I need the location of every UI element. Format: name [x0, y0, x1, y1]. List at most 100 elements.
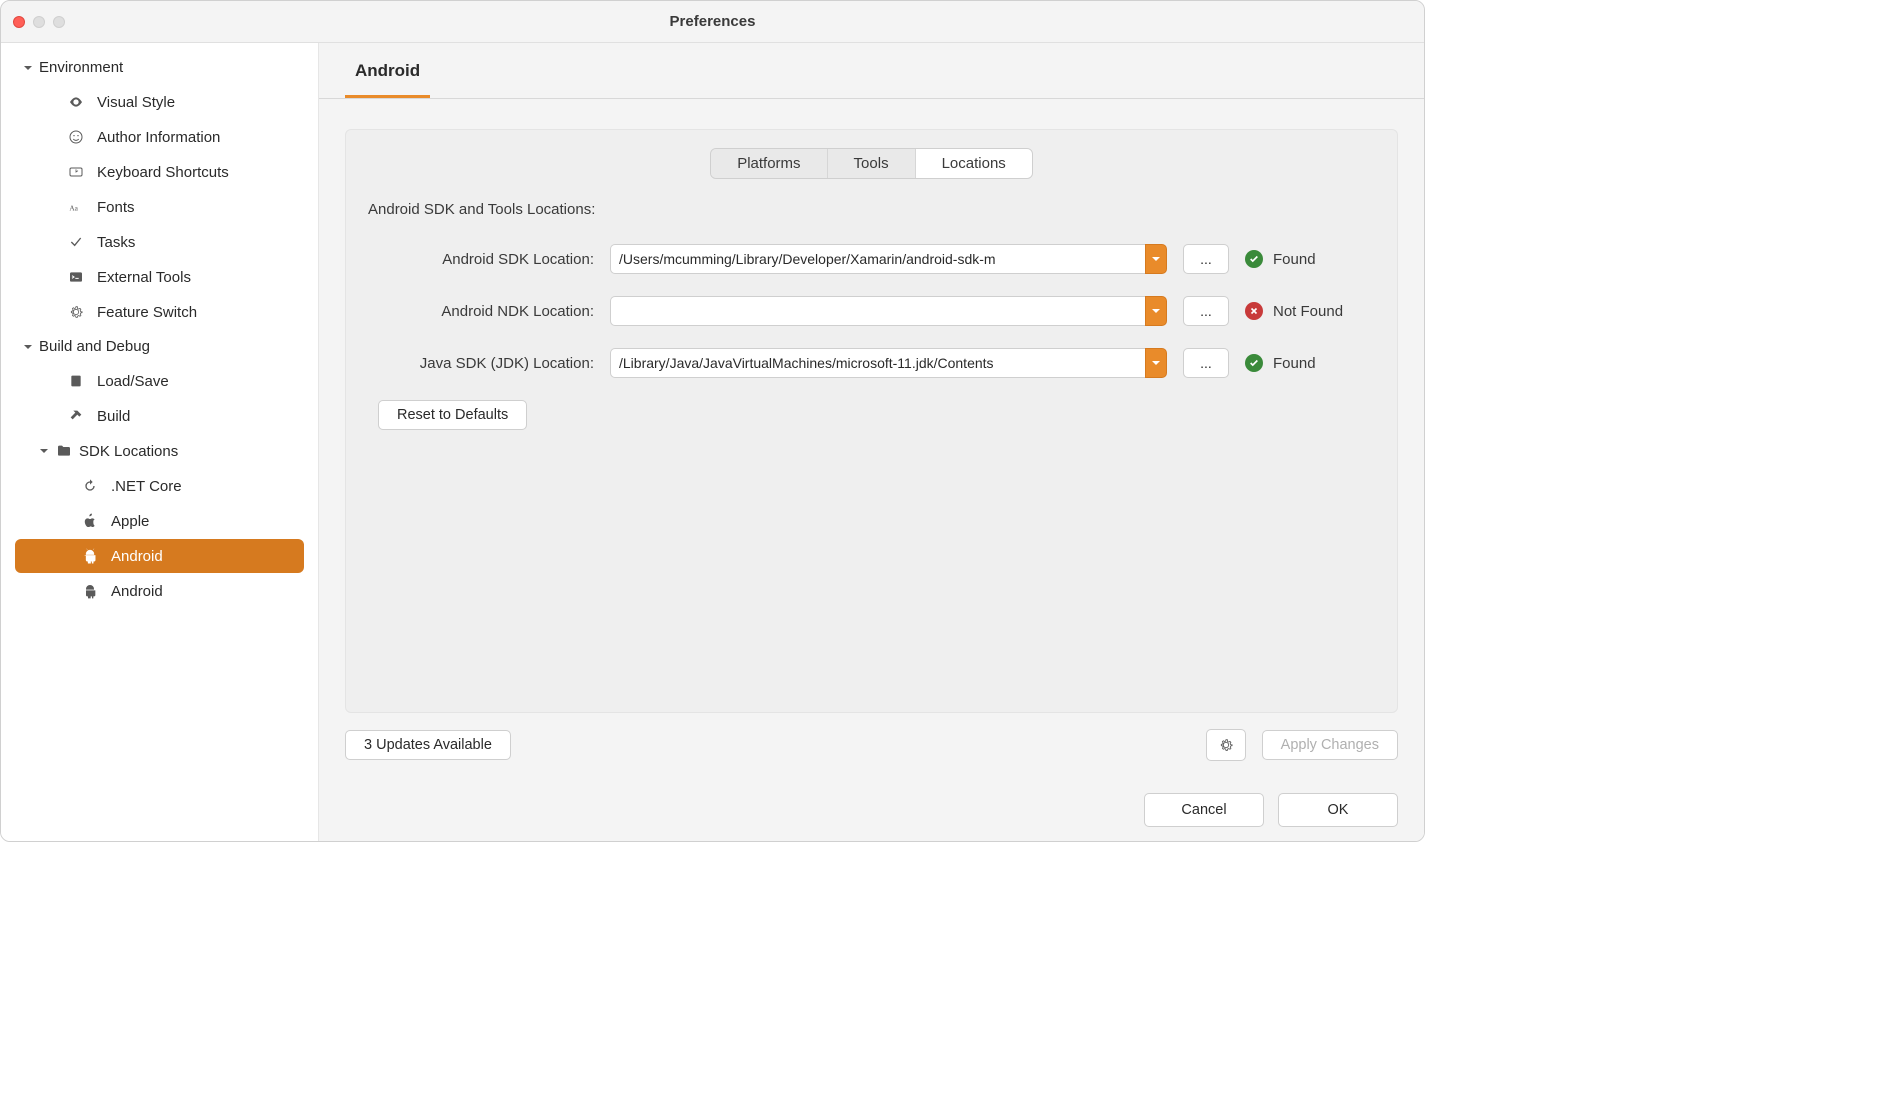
terminal-icon: [67, 268, 85, 286]
row-label: Android NDK Location:: [368, 303, 594, 320]
keyboard-icon: [67, 163, 85, 181]
sidebar-item-label: .NET Core: [111, 478, 182, 495]
java-sdk-input[interactable]: [610, 348, 1145, 378]
java-sdk-combo: [610, 348, 1167, 378]
status-text: Found: [1273, 251, 1316, 268]
sidebar-item-apple[interactable]: Apple: [15, 504, 304, 538]
segment-platforms[interactable]: Platforms: [711, 149, 827, 178]
row-android-ndk: Android NDK Location: ... Not Found: [368, 296, 1375, 326]
body: Environment Visual Style Author Informat…: [1, 43, 1424, 841]
sidebar-item-label: Tasks: [97, 234, 135, 251]
apply-changes-button[interactable]: Apply Changes: [1262, 730, 1398, 760]
eye-icon: [67, 93, 85, 111]
hammer-icon: [67, 407, 85, 425]
titlebar: Preferences: [1, 1, 1424, 43]
chevron-down-icon: [23, 63, 33, 73]
sidebar-subgroup-sdk-locations[interactable]: SDK Locations: [1, 434, 318, 468]
status-found: Found: [1245, 354, 1375, 372]
sidebar-item-author-information[interactable]: Author Information: [15, 120, 304, 154]
content-area: Platforms Tools Locations Android SDK an…: [319, 99, 1424, 777]
sidebar-item-label: External Tools: [97, 269, 191, 286]
check-circle-icon: [1245, 354, 1263, 372]
sidebar-item-label: Android: [111, 548, 163, 565]
sidebar-item-label: Feature Switch: [97, 304, 197, 321]
window-maximize-button[interactable]: [53, 16, 65, 28]
settings-gear-button[interactable]: [1206, 729, 1246, 761]
sidebar-item-load-save[interactable]: Load/Save: [15, 364, 304, 398]
svg-text:Aa: Aa: [69, 203, 78, 212]
android-ndk-input[interactable]: [610, 296, 1145, 326]
row-java-sdk: Java SDK (JDK) Location: ... Found: [368, 348, 1375, 378]
main-panel: Android Platforms Tools Locations Androi…: [319, 43, 1424, 841]
dialog-footer: Cancel OK: [319, 777, 1424, 841]
sidebar-item-feature-switch[interactable]: Feature Switch: [15, 295, 304, 329]
sidebar-item-external-tools[interactable]: External Tools: [15, 260, 304, 294]
status-found: Found: [1245, 250, 1375, 268]
row-android-sdk: Android SDK Location: ... Found: [368, 244, 1375, 274]
refresh-icon: [81, 477, 99, 495]
tab-android[interactable]: Android: [345, 45, 430, 98]
sidebar-item-label: Build: [97, 408, 130, 425]
sidebar-item-label: Keyboard Shortcuts: [97, 164, 229, 181]
check-circle-icon: [1245, 250, 1263, 268]
section-title: Android SDK and Tools Locations:: [368, 201, 1375, 218]
sidebar-item-dotnet-core[interactable]: .NET Core: [15, 469, 304, 503]
dropdown-button[interactable]: [1145, 244, 1167, 274]
locations-pane: Platforms Tools Locations Android SDK an…: [345, 129, 1398, 713]
dropdown-button[interactable]: [1145, 296, 1167, 326]
sidebar-item-android-selected[interactable]: Android: [15, 539, 304, 573]
segment-locations[interactable]: Locations: [916, 149, 1032, 178]
sidebar-group-label: Environment: [39, 59, 123, 76]
sidebar-item-android[interactable]: Android: [15, 574, 304, 608]
check-icon: [67, 233, 85, 251]
traffic-lights: [13, 16, 65, 28]
pane-bottom-bar: 3 Updates Available Apply Changes: [345, 713, 1398, 777]
segmented-control: Platforms Tools Locations: [710, 148, 1033, 179]
x-circle-icon: [1245, 302, 1263, 320]
sidebar-item-label: Fonts: [97, 199, 135, 216]
cancel-button[interactable]: Cancel: [1144, 793, 1264, 827]
dropdown-button[interactable]: [1145, 348, 1167, 378]
android-sdk-input[interactable]: [610, 244, 1145, 274]
android-icon: [81, 547, 99, 565]
gear-icon: [67, 303, 85, 321]
ok-button[interactable]: OK: [1278, 793, 1398, 827]
browse-button[interactable]: ...: [1183, 296, 1229, 326]
sidebar-item-label: Apple: [111, 513, 149, 530]
sidebar-item-visual-style[interactable]: Visual Style: [15, 85, 304, 119]
chevron-down-icon: [39, 443, 49, 460]
sidebar-group-label: Build and Debug: [39, 338, 150, 355]
android-sdk-combo: [610, 244, 1167, 274]
sidebar-item-tasks[interactable]: Tasks: [15, 225, 304, 259]
sidebar-group-environment[interactable]: Environment: [1, 51, 318, 84]
android-ndk-combo: [610, 296, 1167, 326]
sidebar-item-label: Load/Save: [97, 373, 169, 390]
smile-icon: [67, 128, 85, 146]
segment-tools[interactable]: Tools: [828, 149, 916, 178]
status-text: Found: [1273, 355, 1316, 372]
fonts-icon: Aa: [67, 198, 85, 216]
sidebar-item-fonts[interactable]: Aa Fonts: [15, 190, 304, 224]
preferences-window: Preferences Environment Visual Style Aut…: [0, 0, 1425, 842]
browse-button[interactable]: ...: [1183, 348, 1229, 378]
reset-to-defaults-button[interactable]: Reset to Defaults: [378, 400, 527, 430]
status-text: Not Found: [1273, 303, 1343, 320]
gear-icon: [1217, 736, 1235, 754]
book-icon: [67, 372, 85, 390]
sidebar-item-build[interactable]: Build: [15, 399, 304, 433]
browse-button[interactable]: ...: [1183, 244, 1229, 274]
window-close-button[interactable]: [13, 16, 25, 28]
apple-icon: [81, 512, 99, 530]
updates-available-button[interactable]: 3 Updates Available: [345, 730, 511, 760]
sidebar-group-build-debug[interactable]: Build and Debug: [1, 330, 318, 363]
row-label: Java SDK (JDK) Location:: [368, 355, 594, 372]
folder-icon: [55, 442, 73, 460]
tab-strip: Android: [319, 43, 1424, 99]
sidebar-item-label: SDK Locations: [79, 443, 178, 460]
status-not-found: Not Found: [1245, 302, 1375, 320]
window-minimize-button[interactable]: [33, 16, 45, 28]
window-title: Preferences: [670, 13, 756, 30]
sidebar-item-label: Author Information: [97, 129, 220, 146]
sidebar-item-keyboard-shortcuts[interactable]: Keyboard Shortcuts: [15, 155, 304, 189]
row-label: Android SDK Location:: [368, 251, 594, 268]
